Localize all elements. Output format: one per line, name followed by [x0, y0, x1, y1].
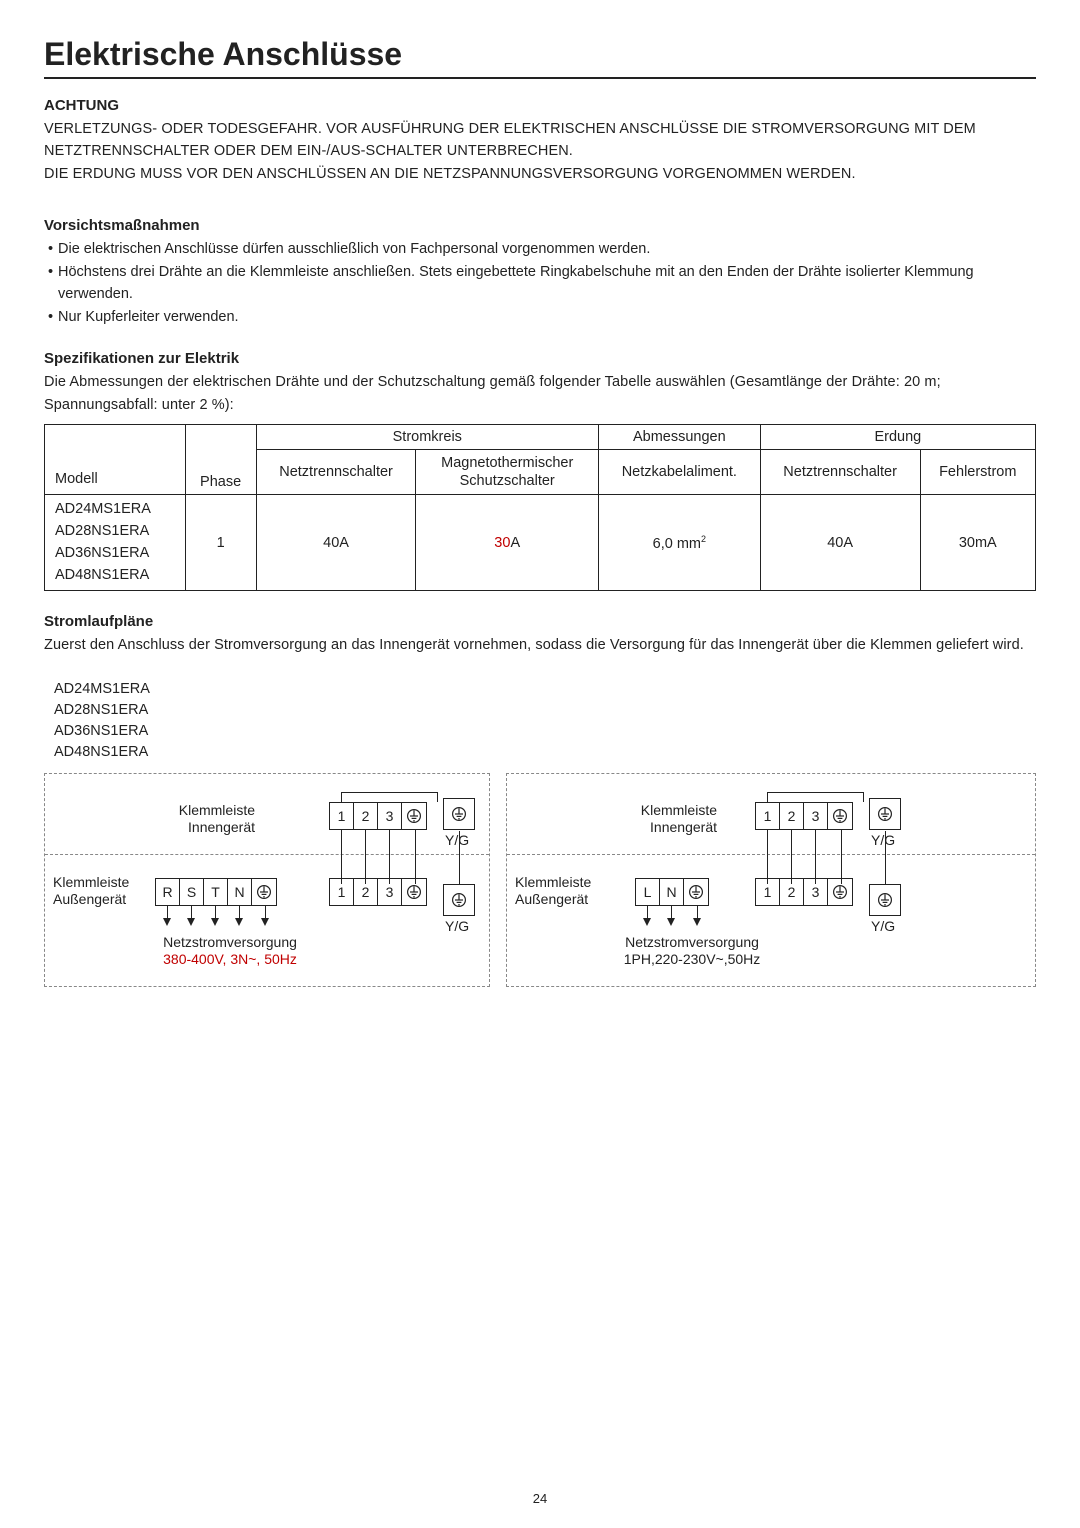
label-klemmleiste: Klemmleiste	[53, 874, 129, 890]
td-models: AD24MS1ERA AD28NS1ERA AD36NS1ERA AD48NS1…	[45, 495, 186, 591]
term-cell: 1	[330, 879, 354, 905]
th-netztrenn2: Netztrennschalter	[783, 464, 897, 480]
term-cell: S	[180, 879, 204, 905]
label-yg: Y/G	[871, 918, 895, 934]
th-abmessungen: Abmessungen	[633, 429, 726, 445]
label-klemmleiste: Klemmleiste	[179, 802, 255, 818]
stromlauf-section: Stromlaufpläne Zuerst den Anschluss der …	[44, 613, 1036, 656]
achtung-section: ACHTUNG VERLETZUNGS- ODER TODESGEFAHR. V…	[44, 97, 1036, 185]
ground-icon	[869, 884, 901, 916]
vorsicht-item: Höchstens drei Drähte an die Klemmleiste…	[58, 261, 1036, 306]
td-netztrenn: 40A	[256, 495, 416, 591]
th-magneto1: Magnetothermischer	[441, 455, 573, 471]
ground-icon	[402, 803, 426, 829]
label-aussengeraet: Außengerät	[515, 891, 588, 907]
td-netztrenn2: 40A	[760, 495, 920, 591]
th-fehlerstrom: Fehlerstrom	[939, 464, 1016, 480]
spez-section: Spezifikationen zur Elektrik Die Abmessu…	[44, 350, 1036, 591]
diagram-model-list: AD24MS1ERA AD28NS1ERA AD36NS1ERA AD48NS1…	[44, 679, 1036, 763]
th-erdung: Erdung	[874, 429, 921, 445]
term-cell: 3	[804, 879, 828, 905]
stromlauf-intro: Zuerst den Anschluss der Stromversorgung…	[44, 634, 1036, 656]
spec-table: Modell Phase Stromkreis Abmessungen Erdu…	[44, 424, 1036, 591]
ground-icon	[252, 879, 276, 905]
label-yg: Y/G	[445, 918, 469, 934]
label-netzstrom: Netzstromversorgung	[163, 934, 297, 950]
page-title: Elektrische Anschlüsse	[44, 36, 1036, 73]
term-cell: 2	[780, 879, 804, 905]
achtung-heading: ACHTUNG	[44, 97, 1036, 114]
ground-icon	[402, 879, 426, 905]
th-magneto2: Schutzschalter	[460, 473, 555, 489]
td-netzkabel: 6,0 mm2	[598, 495, 760, 591]
term-cell: 1	[330, 803, 354, 829]
diagrams-row: Klemmleiste Innengerät 1 2 3 Y/G Klemmle…	[44, 773, 1036, 987]
label-innengeraet: Innengerät	[188, 819, 255, 835]
th-modell: Modell	[55, 471, 98, 487]
term-cell: 3	[804, 803, 828, 829]
title-rule	[44, 77, 1036, 79]
spez-intro: Die Abmessungen der elektrischen Drähte …	[44, 371, 1036, 416]
term-cell: N	[660, 879, 684, 905]
td-phase: 1	[185, 495, 256, 591]
wiring-diagram-3phase: Klemmleiste Innengerät 1 2 3 Y/G Klemmle…	[44, 773, 490, 987]
td-magneto: 30A	[416, 495, 598, 591]
ground-icon	[684, 879, 708, 905]
achtung-line1: VERLETZUNGS- ODER TODESGEFAHR. VOR AUSFÜ…	[44, 118, 1036, 163]
th-netzkabel: Netzkabelaliment.	[622, 464, 737, 480]
term-cell: T	[204, 879, 228, 905]
ground-icon	[443, 798, 475, 830]
label-yg: Y/G	[871, 832, 895, 848]
ground-icon	[828, 879, 852, 905]
td-fehlerstrom: 30mA	[920, 495, 1035, 591]
page-number: 24	[0, 1491, 1080, 1506]
term-cell: 3	[378, 803, 402, 829]
label-klemmleiste: Klemmleiste	[641, 802, 717, 818]
term-cell: R	[156, 879, 180, 905]
label-netzstrom: Netzstromversorgung	[625, 934, 759, 950]
term-cell: N	[228, 879, 252, 905]
term-cell: L	[636, 879, 660, 905]
ground-icon	[869, 798, 901, 830]
term-cell: 2	[780, 803, 804, 829]
label-volt-3phase: 380-400V, 3N~, 50Hz	[163, 951, 297, 967]
term-cell: 2	[354, 879, 378, 905]
label-aussengeraet: Außengerät	[53, 891, 126, 907]
stromlauf-heading: Stromlaufpläne	[44, 613, 1036, 630]
vorsicht-section: Vorsichtsmaßnahmen •Die elektrischen Ans…	[44, 217, 1036, 328]
term-cell: 3	[378, 879, 402, 905]
vorsicht-item: Die elektrischen Anschlüsse dürfen aussc…	[58, 238, 1036, 260]
vorsicht-heading: Vorsichtsmaßnahmen	[44, 217, 1036, 234]
spez-heading: Spezifikationen zur Elektrik	[44, 350, 1036, 367]
wiring-diagram-1phase: Klemmleiste Innengerät 1 2 3 Y/G Klemmle…	[506, 773, 1036, 987]
achtung-line2: DIE ERDUNG MUSS VOR DEN ANSCHLÜSSEN AN D…	[44, 163, 1036, 185]
term-cell: 1	[756, 803, 780, 829]
term-cell: 2	[354, 803, 378, 829]
th-phase: Phase	[200, 474, 241, 490]
ground-icon	[828, 803, 852, 829]
label-yg: Y/G	[445, 832, 469, 848]
vorsicht-item: Nur Kupferleiter verwenden.	[58, 306, 1036, 328]
th-netztrenn: Netztrennschalter	[279, 464, 393, 480]
ground-icon	[443, 884, 475, 916]
term-cell: 1	[756, 879, 780, 905]
th-stromkreis: Stromkreis	[393, 429, 462, 445]
vorsicht-list: •Die elektrischen Anschlüsse dürfen auss…	[44, 238, 1036, 328]
label-klemmleiste: Klemmleiste	[515, 874, 591, 890]
label-innengeraet: Innengerät	[650, 819, 717, 835]
label-volt-1phase: 1PH,220-230V~,50Hz	[624, 951, 761, 967]
